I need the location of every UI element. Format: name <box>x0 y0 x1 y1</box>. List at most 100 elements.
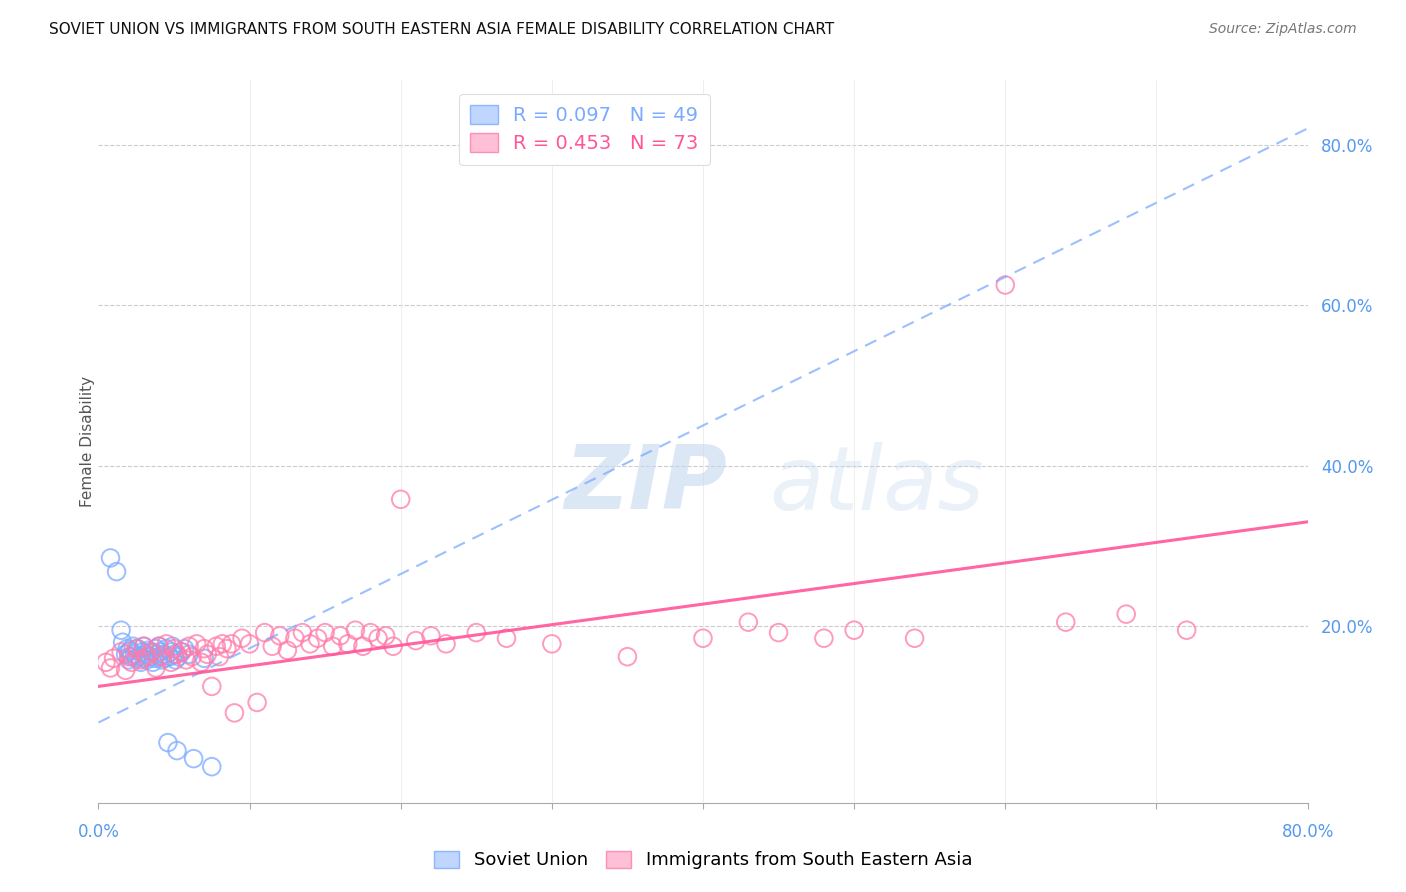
Point <box>135 649 157 664</box>
Point <box>128 649 150 664</box>
Point <box>352 639 374 653</box>
Point <box>307 632 329 646</box>
Point <box>253 625 276 640</box>
Point <box>148 639 170 653</box>
Point <box>142 655 165 669</box>
Point <box>143 651 166 665</box>
Point <box>114 664 136 678</box>
Point <box>121 649 143 664</box>
Point <box>110 645 132 659</box>
Point <box>768 625 790 640</box>
Point <box>170 645 193 659</box>
Point <box>181 649 204 664</box>
Point <box>129 655 152 669</box>
Point <box>134 648 156 662</box>
Point <box>110 623 132 637</box>
Point <box>115 641 138 656</box>
Point <box>299 637 322 651</box>
Point <box>420 629 443 643</box>
Point <box>155 641 177 656</box>
Point <box>163 648 186 662</box>
Point <box>124 648 146 662</box>
Point <box>156 735 179 749</box>
Point <box>262 639 284 653</box>
Point <box>141 645 163 659</box>
Point <box>374 629 396 643</box>
Point <box>118 653 141 667</box>
Legend: R = 0.097   N = 49, R = 0.453   N = 73: R = 0.097 N = 49, R = 0.453 N = 73 <box>458 94 710 165</box>
Point <box>190 655 212 669</box>
Point <box>148 639 170 653</box>
Point <box>201 760 224 774</box>
Point <box>131 645 153 659</box>
Point <box>166 648 188 662</box>
Point <box>145 641 167 656</box>
Point <box>179 639 201 653</box>
Point <box>221 637 243 651</box>
Point <box>344 623 367 637</box>
Text: atlas: atlas <box>769 442 984 528</box>
Point <box>103 651 125 665</box>
Point <box>139 649 162 664</box>
Point <box>125 651 148 665</box>
Point <box>162 639 184 653</box>
Point <box>150 649 173 664</box>
Point <box>141 645 163 659</box>
Point <box>195 648 218 662</box>
Point <box>118 649 141 664</box>
Point <box>149 645 172 659</box>
Point <box>148 649 170 664</box>
Point <box>129 653 152 667</box>
Point <box>495 632 517 646</box>
Y-axis label: Female Disability: Female Disability <box>80 376 94 508</box>
Point <box>994 277 1017 292</box>
Point <box>231 632 253 646</box>
Point <box>208 649 231 664</box>
Point <box>329 629 352 643</box>
Point <box>239 637 262 651</box>
Point <box>100 661 122 675</box>
Point <box>122 639 145 653</box>
Point <box>389 492 412 507</box>
Point <box>127 641 149 656</box>
Point <box>136 643 159 657</box>
Point <box>166 744 188 758</box>
Point <box>1115 607 1137 621</box>
Point <box>145 661 167 675</box>
Point <box>540 637 562 651</box>
Text: Source: ZipAtlas.com: Source: ZipAtlas.com <box>1209 22 1357 37</box>
Point <box>314 625 336 640</box>
Text: ZIP: ZIP <box>564 442 727 528</box>
Point <box>382 639 405 653</box>
Point <box>132 639 155 653</box>
Point <box>276 643 298 657</box>
Point <box>269 629 291 643</box>
Point <box>132 639 155 653</box>
Point <box>434 637 457 651</box>
Point <box>152 648 174 662</box>
Point <box>616 649 638 664</box>
Point <box>121 655 143 669</box>
Point <box>100 551 122 566</box>
Point <box>193 641 215 656</box>
Point <box>120 643 142 657</box>
Point <box>211 637 233 651</box>
Point <box>174 653 197 667</box>
Point <box>813 632 835 646</box>
Point <box>246 696 269 710</box>
Text: 0.0%: 0.0% <box>77 823 120 841</box>
Point <box>146 648 169 662</box>
Point <box>135 653 157 667</box>
Point <box>291 625 314 640</box>
Point <box>170 645 193 659</box>
Point <box>114 648 136 662</box>
Point <box>465 625 488 640</box>
Point <box>150 653 173 667</box>
Point <box>132 651 155 665</box>
Point <box>201 680 224 694</box>
Point <box>183 751 205 765</box>
Point <box>105 565 128 579</box>
Point <box>405 633 427 648</box>
Point <box>1054 615 1077 630</box>
Point <box>155 637 177 651</box>
